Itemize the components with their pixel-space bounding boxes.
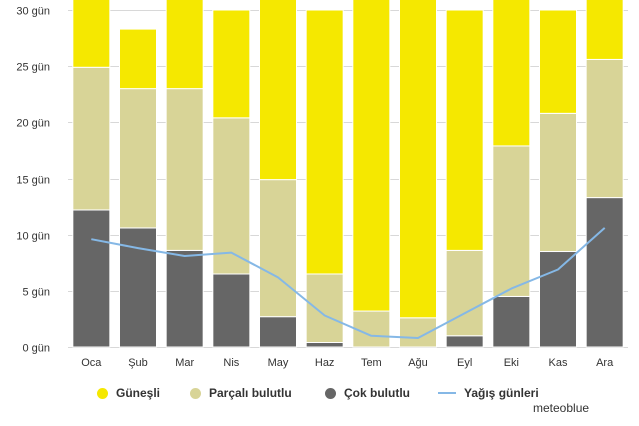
x-axis: Oca Şub Mar Nis May Haz Tem Ağu Eyl Eki Kas Ara — [81, 357, 614, 369]
bar-segment — [259, 316, 297, 348]
y-tick-label: 0 gün — [22, 343, 50, 355]
bar-segment — [492, 145, 531, 297]
bar-segment — [72, 209, 111, 348]
bar-segment — [399, 317, 437, 348]
y-tick-label: 20 gün — [16, 118, 50, 130]
bar-segment — [119, 88, 157, 229]
bar-segment — [305, 9, 344, 275]
bar-segment — [305, 342, 344, 348]
rain-line — [91, 227, 606, 339]
x-tick-label: Ağu — [408, 357, 428, 369]
legend-rain-days-symbol — [438, 392, 456, 394]
legend-sunny-label: Güneşli — [116, 386, 161, 400]
bar-segment — [585, 0, 624, 60]
bar-segment — [165, 249, 204, 348]
bars — [72, 0, 624, 348]
bar-segment — [445, 249, 484, 337]
x-tick-label: Oca — [81, 357, 102, 369]
bar-segment — [539, 9, 577, 114]
x-tick-label: Haz — [315, 357, 335, 369]
bar-segment — [72, 66, 111, 211]
rain-days-line — [91, 227, 606, 339]
bar-segment — [492, 0, 531, 147]
x-tick-label: Kas — [549, 357, 568, 369]
bar-segment — [119, 28, 157, 90]
bar-segment — [399, 0, 437, 319]
legend-overcast-label: Çok bulutlu — [344, 386, 410, 400]
bar-segment — [212, 117, 251, 275]
bar-segment — [165, 88, 204, 251]
bar-segment — [305, 273, 344, 344]
bar-segment — [212, 9, 251, 119]
x-tick-label: Tem — [361, 357, 382, 369]
bar-segment — [585, 58, 624, 199]
legend: Güneşli Parçalı bulutlu Çok bulutlu Yağı… — [0, 386, 639, 406]
legend-item-sunny[interactable]: Güneşli — [97, 386, 160, 400]
bar-segment — [259, 179, 297, 318]
bar-segment — [212, 273, 251, 348]
y-tick-label: 25 gün — [16, 62, 50, 74]
legend-item-overcast[interactable]: Çok bulutlu — [325, 386, 410, 400]
bar-segment — [72, 0, 111, 68]
x-tick-label: Eki — [504, 357, 519, 369]
credit: meteoblue — [533, 401, 590, 415]
bar-segment — [445, 9, 484, 251]
x-tick-label: Eyl — [457, 357, 472, 369]
bar-segment — [539, 112, 577, 253]
bar-segment — [165, 0, 204, 90]
x-tick-label: May — [268, 357, 289, 369]
x-tick-label: Mar — [175, 357, 194, 369]
y-tick-label: 5 gün — [22, 287, 50, 299]
y-tick-label: 15 gün — [16, 175, 50, 187]
x-tick-label: Ara — [596, 357, 614, 369]
grid-lines — [68, 10, 628, 348]
legend-item-rain-days[interactable]: Yağış günleri — [438, 386, 539, 400]
x-tick-label: Nis — [223, 357, 239, 369]
y-tick-label: 30 gün — [16, 6, 50, 18]
legend-overcast-symbol — [325, 387, 336, 399]
bar-segment — [352, 310, 391, 348]
bar-segment — [259, 0, 297, 181]
y-axis: 0 gün 5 gün 10 gün 15 gün 20 gün 25 gün 30 gün — [16, 6, 50, 355]
legend-rain-days-label: Yağış günleri — [464, 386, 539, 400]
bar-segment — [445, 335, 484, 348]
legend-partly-cloudy-label: Parçalı bulutlu — [209, 386, 292, 400]
legend-partly-cloudy-symbol — [190, 387, 201, 399]
bar-segment — [585, 197, 624, 348]
x-tick-label: Şub — [128, 357, 148, 369]
bar-segment — [492, 295, 531, 348]
legend-item-partly-cloudy[interactable]: Parçalı bulutlu — [190, 386, 292, 400]
y-tick-label: 10 gün — [16, 231, 50, 243]
bar-segment — [539, 251, 577, 348]
bar-segment — [352, 0, 391, 312]
legend-sunny-symbol — [97, 387, 108, 399]
